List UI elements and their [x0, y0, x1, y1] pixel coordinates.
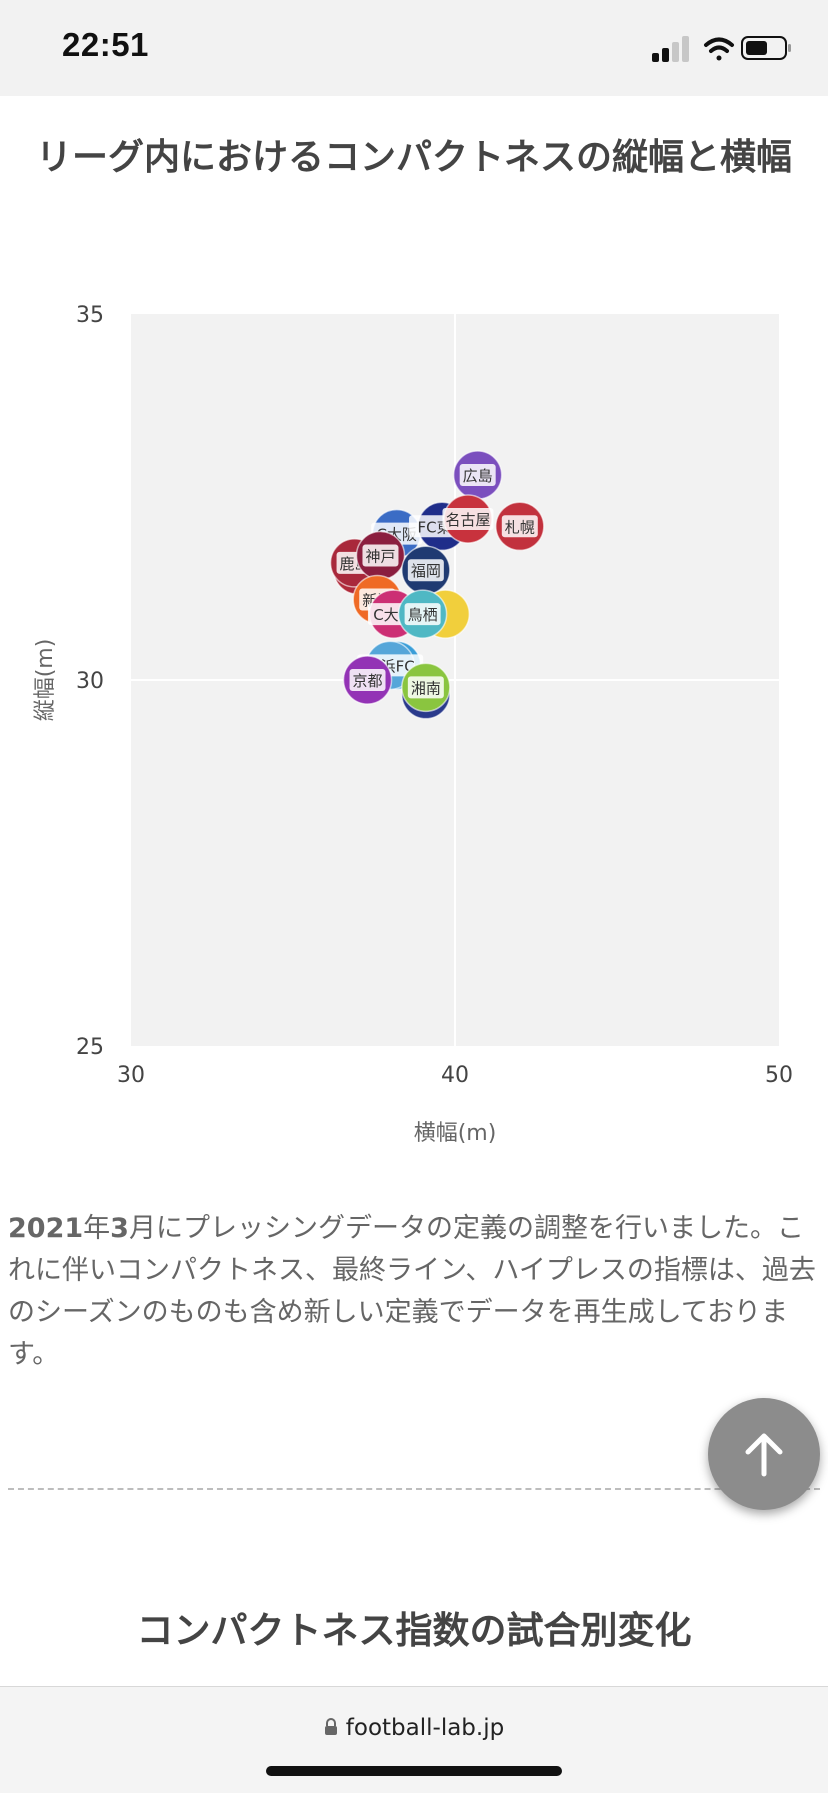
- team-point-label: 名古屋: [445, 511, 490, 529]
- y-tick-label: 25: [76, 1035, 104, 1060]
- x-axis-label: 横幅(m): [414, 1121, 497, 1146]
- team-point-label: 札幌: [505, 518, 535, 536]
- note-year: 2021: [8, 1213, 84, 1244]
- team-point[interactable]: 神戸: [355, 530, 406, 581]
- team-point-label: 神戸: [365, 548, 395, 566]
- team-point[interactable]: 名古屋: [442, 494, 494, 544]
- team-point[interactable]: 広島: [452, 450, 503, 500]
- note-text: 月にプレッシングデータの定義の調整を行いました。これに伴いコンパクトネス、最終ラ…: [8, 1213, 816, 1370]
- note-year-suffix: 年: [83, 1213, 111, 1244]
- url-text: football-lab.jp: [345, 1715, 505, 1741]
- team-point-label-bg: [501, 515, 538, 538]
- team-point-label-bg: [407, 559, 444, 582]
- team-point-label: 京都: [353, 672, 383, 690]
- team-point-label-bg: [459, 464, 496, 487]
- team-point-label-bg: [407, 676, 444, 699]
- team-point-label-bg: [362, 544, 399, 567]
- url-display[interactable]: football-lab.jp: [0, 1715, 828, 1742]
- status-time: 22:51: [62, 26, 149, 63]
- data-points: 広島C大阪FC東京名古屋札幌鹿島神戸福岡新潟C大阪鳥栖横浜FC京都湘南: [329, 450, 545, 720]
- team-point[interactable]: 福岡: [401, 545, 451, 595]
- team-point-label: 広島: [463, 467, 493, 485]
- team-point-label-bg: [349, 669, 386, 691]
- cellular-signal-icon: [652, 36, 689, 62]
- team-point-label: 福岡: [411, 562, 441, 580]
- status-icons: [652, 34, 792, 64]
- status-indicators: [652, 36, 791, 62]
- battery-icon: [741, 36, 791, 60]
- x-axis-ticks: 30 40 50: [117, 1063, 793, 1088]
- wifi-icon: [704, 37, 734, 61]
- team-point[interactable]: 湘南: [401, 662, 451, 713]
- page-title: リーグ内におけるコンパクトネスの縦幅と横幅: [35, 137, 792, 178]
- arrow-up-icon: [745, 1433, 783, 1477]
- y-tick-label: 30: [76, 669, 104, 694]
- y-axis-label: 縦幅(m): [33, 639, 58, 722]
- x-tick-label: 30: [117, 1063, 145, 1088]
- team-point-label: 鳥栖: [408, 606, 438, 624]
- y-axis-ticks: 35 30 25: [76, 303, 104, 1060]
- x-tick-label: 50: [765, 1063, 793, 1088]
- section-divider: [8, 1488, 820, 1490]
- team-point[interactable]: 京都: [342, 655, 393, 705]
- data-definition-note: 2021年3月にプレッシングデータの定義の調整を行いました。これに伴いコンパクト…: [8, 1208, 818, 1376]
- section-title: コンパクトネス指数の試合別変化: [136, 1609, 692, 1652]
- team-point-label-bg: [442, 507, 494, 530]
- status-bar: 22:51: [0, 0, 828, 96]
- team-point[interactable]: 札幌: [495, 501, 545, 552]
- team-point-label-bg: [404, 603, 441, 626]
- home-indicator: [266, 1766, 562, 1776]
- team-point-label: 湘南: [411, 679, 441, 697]
- team-point[interactable]: 鳥栖: [397, 589, 448, 639]
- y-tick-label: 35: [76, 303, 104, 328]
- x-tick-label: 40: [441, 1063, 469, 1088]
- note-month: 3: [110, 1213, 129, 1244]
- browser-url-bar[interactable]: football-lab.jp: [0, 1686, 828, 1793]
- scroll-to-top-button[interactable]: [708, 1398, 820, 1510]
- lock-icon: [324, 1716, 338, 1742]
